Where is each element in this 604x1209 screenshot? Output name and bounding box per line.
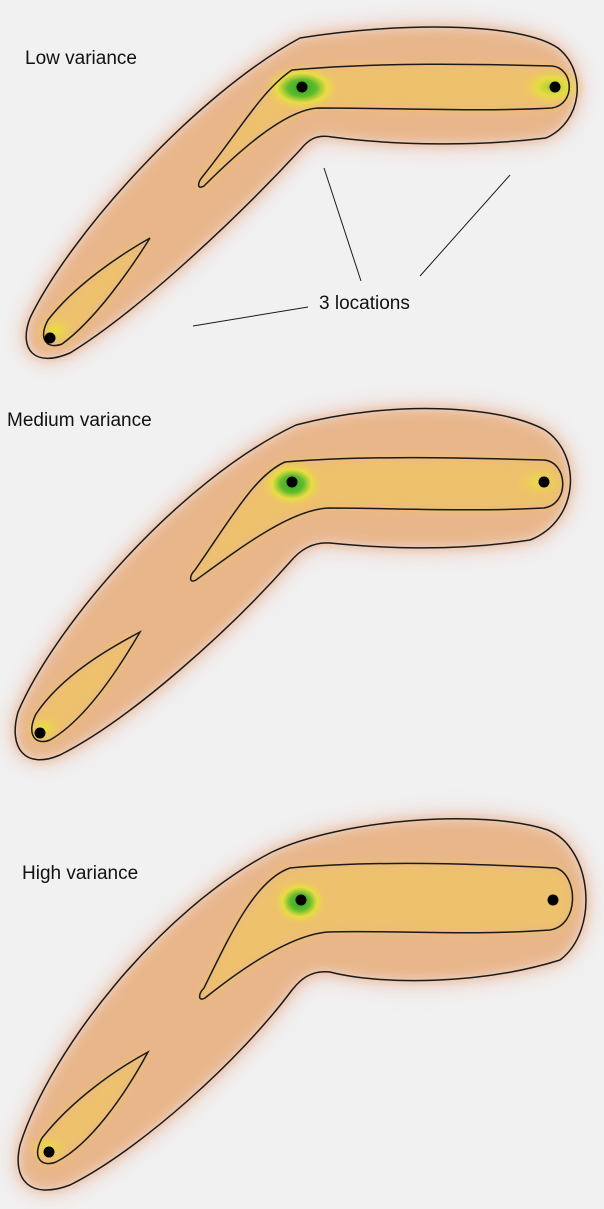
panel-title-low: Low variance bbox=[25, 48, 137, 69]
hotspot-lower-left-medium bbox=[22, 712, 66, 744]
inner-contour-upper-medium bbox=[189, 456, 564, 582]
outer-contour-medium bbox=[14, 407, 572, 761]
inner-band-lower-high bbox=[37, 1052, 148, 1164]
location-point-1-low bbox=[296, 81, 308, 93]
inner-contour-lower-high bbox=[36, 1050, 150, 1165]
hotspot-lower-left-low bbox=[32, 312, 80, 348]
location-point-3-medium bbox=[34, 727, 46, 739]
inner-contour-upper-low bbox=[197, 63, 570, 188]
inner-contour-lower-medium bbox=[31, 630, 142, 743]
leader-line-center bbox=[323, 167, 362, 282]
location-point-3-low bbox=[44, 332, 56, 344]
inner-contour-upper-high bbox=[198, 862, 574, 1000]
inner-contour-lower-low bbox=[42, 237, 151, 347]
location-point-1-medium bbox=[286, 476, 298, 488]
leader-line-left bbox=[192, 306, 309, 327]
annotation-label: 3 locations bbox=[319, 293, 410, 314]
panel-low-variance bbox=[25, 26, 586, 359]
location-point-2-low bbox=[549, 81, 561, 93]
outer-contour-high bbox=[17, 818, 587, 1191]
panel-title-high: High variance bbox=[22, 863, 139, 884]
annotation-leader-lines bbox=[192, 167, 511, 327]
panel-medium-variance bbox=[14, 407, 572, 761]
leader-line-right bbox=[419, 174, 511, 277]
location-point-1-high bbox=[295, 894, 307, 906]
panel-high-variance bbox=[17, 818, 587, 1191]
location-point-3-high bbox=[43, 1146, 55, 1158]
outer-contour-low bbox=[25, 26, 578, 359]
location-point-2-high bbox=[547, 894, 559, 906]
location-point-2-medium bbox=[538, 476, 550, 488]
panel-title-medium: Medium variance bbox=[7, 410, 152, 431]
inner-band-lower-medium bbox=[31, 632, 140, 742]
